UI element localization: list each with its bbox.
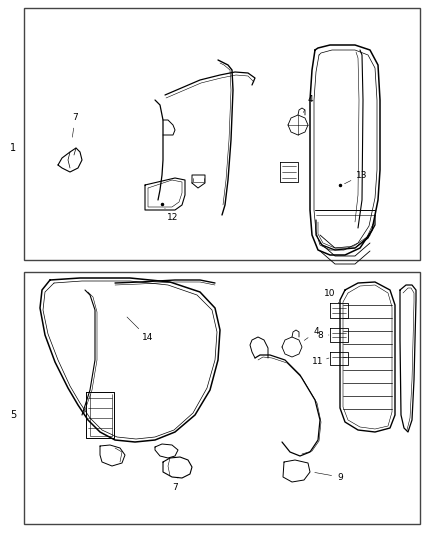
Text: 7: 7 <box>172 477 178 492</box>
Text: 10: 10 <box>324 288 339 303</box>
Bar <box>24 272 420 524</box>
Text: 1: 1 <box>10 143 16 153</box>
Text: 7: 7 <box>72 114 78 138</box>
Text: 12: 12 <box>165 208 179 222</box>
Text: 9: 9 <box>315 472 343 481</box>
Text: 5: 5 <box>10 410 16 420</box>
Text: 11: 11 <box>312 358 329 367</box>
Text: 14: 14 <box>127 317 154 343</box>
Text: 8: 8 <box>317 330 329 340</box>
Bar <box>24 8 420 260</box>
Text: 13: 13 <box>345 171 368 184</box>
Text: 4: 4 <box>304 327 319 341</box>
Text: 4: 4 <box>303 95 313 112</box>
